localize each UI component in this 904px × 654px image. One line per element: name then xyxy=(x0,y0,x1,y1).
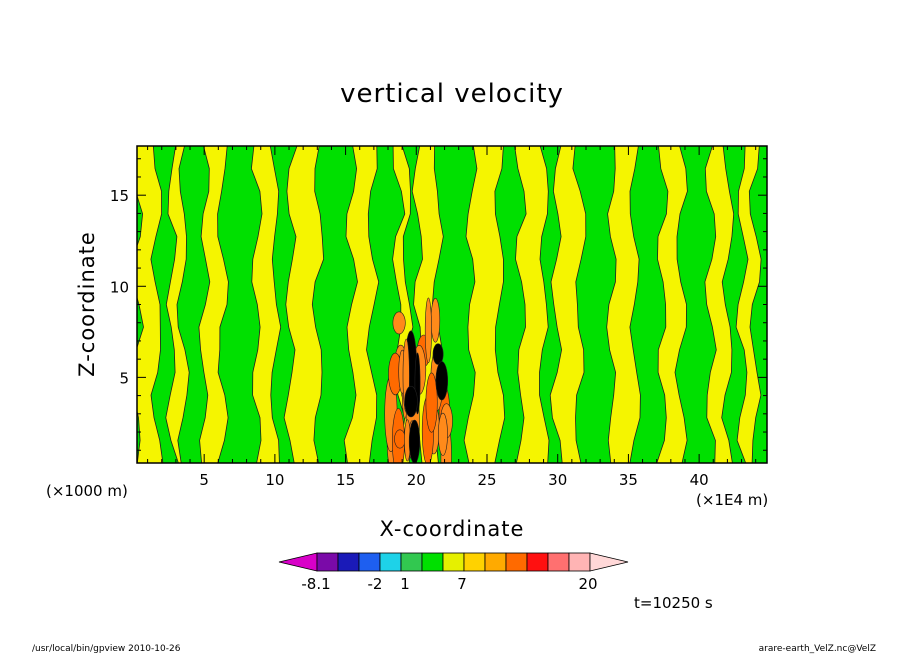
storm-cell xyxy=(392,311,406,335)
storm-core-cells xyxy=(384,297,453,463)
colorbar-swatch xyxy=(505,552,528,572)
x-tick-label: 30 xyxy=(548,471,567,489)
storm-cell xyxy=(404,385,418,418)
storm-cell xyxy=(394,429,406,449)
x-tick-label: 20 xyxy=(407,471,426,489)
colorbar-swatch xyxy=(400,552,423,572)
x-tick-label: 35 xyxy=(619,471,638,489)
y-tick-label: 5 xyxy=(119,369,129,387)
footer-right: arare-earth_VelZ.nc@VelZ xyxy=(759,644,876,654)
footer-left: /usr/local/bin/gpview 2010-10-26 xyxy=(32,644,181,654)
storm-cell xyxy=(435,361,448,401)
colorbar-swatch xyxy=(379,552,402,572)
y-tick-label: 15 xyxy=(110,187,129,205)
colorbar-swatch xyxy=(442,552,465,572)
x-tick-label: 25 xyxy=(477,471,496,489)
velocity-band xyxy=(514,146,550,463)
velocity-band xyxy=(198,146,229,463)
colorbar-label: 1 xyxy=(400,575,410,593)
colorbar-swatch xyxy=(547,552,570,572)
plot-background-field xyxy=(137,146,767,463)
colorbar-swatch xyxy=(463,552,486,572)
storm-cell xyxy=(432,343,444,365)
colorbar-label: 7 xyxy=(457,575,467,593)
y-axis: 5 10 15 xyxy=(110,158,767,451)
storm-cell xyxy=(425,372,438,433)
x-tick-label: 10 xyxy=(265,471,284,489)
colorbar-swatch xyxy=(568,552,591,572)
velocity-band xyxy=(165,146,190,463)
velocity-band xyxy=(283,146,325,463)
velocity-band xyxy=(463,146,506,463)
storm-cell xyxy=(408,419,421,463)
colorbar-swatch xyxy=(484,552,507,572)
velocity-band xyxy=(137,146,164,463)
x-axis-label: X-coordinate xyxy=(380,517,525,541)
colorbar-swatch xyxy=(526,552,549,572)
colorbar-swatch xyxy=(337,552,360,572)
velocity-band xyxy=(735,146,762,463)
colorbar-swatch xyxy=(421,552,444,572)
y-tick-label: 10 xyxy=(110,278,129,296)
x-unit-right: (×1E4 m) xyxy=(696,491,768,509)
y-axis-label: Z-coordinate xyxy=(75,231,99,377)
colorbar-swatch xyxy=(316,552,339,572)
x-tick-label: 15 xyxy=(336,471,355,489)
chart-title: vertical velocity xyxy=(340,79,564,109)
colorbar-swatch xyxy=(358,552,381,572)
velocity-field-bands xyxy=(137,146,762,463)
colorbar-lower-extension xyxy=(278,552,318,572)
x-tick-label: 5 xyxy=(199,471,209,489)
colorbar-label: 20 xyxy=(578,575,597,593)
plot-area xyxy=(137,146,767,463)
storm-cell xyxy=(437,412,448,456)
velocity-band xyxy=(606,146,641,463)
velocity-band xyxy=(549,146,587,463)
storm-cell xyxy=(430,297,441,343)
x-unit-left: (×1000 m) xyxy=(46,482,128,500)
velocity-band xyxy=(704,146,735,463)
velocity-band xyxy=(656,146,688,463)
colorbar: -8.1 -2 1 7 20 xyxy=(278,552,629,593)
time-label: t=10250 s xyxy=(634,594,713,612)
colorbar-label: -8.1 xyxy=(301,575,330,593)
velocity-band xyxy=(343,146,380,463)
x-axis: 5 10 15 20 25 30 35 40 xyxy=(147,146,757,489)
x-tick-label: 40 xyxy=(690,471,709,489)
colorbar-upper-extension xyxy=(589,552,629,572)
colorbar-label: -2 xyxy=(368,575,383,593)
velocity-band xyxy=(250,146,282,463)
storm-cell xyxy=(424,297,432,363)
